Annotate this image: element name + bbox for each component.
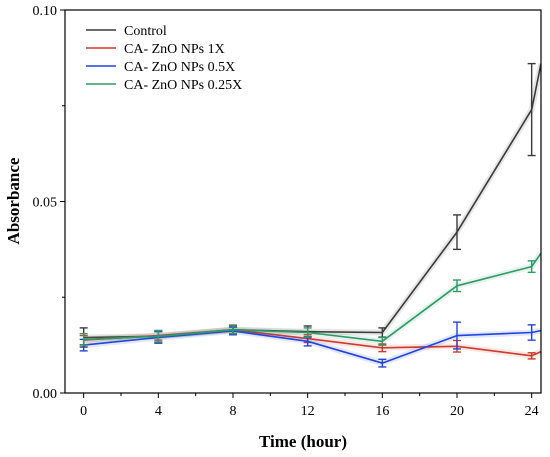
x-tick-label: 4 [155, 404, 162, 419]
series-halo [83, 63, 541, 341]
y-tick-label: 0.10 [33, 4, 58, 19]
plot-area [79, 62, 541, 368]
legend-label: Control [124, 24, 167, 39]
x-tick-label: 24 [525, 404, 539, 419]
x-tick-label: 16 [375, 404, 389, 419]
series-layer [79, 62, 541, 368]
legend-label: CA- ZnO NPs 0.5X [124, 60, 235, 75]
y-tick-label: 0.00 [33, 387, 58, 402]
x-axis-title: Time (hour) [259, 432, 347, 451]
x-axis: 0 4 8 12 16 20 24 [80, 393, 539, 419]
series-line [83, 63, 541, 339]
y-axis: 0.00 0.05 0.10 [33, 4, 65, 402]
legend-label: CA- ZnO NPs 0.25X [124, 78, 242, 93]
x-tick-label: 0 [80, 404, 87, 419]
series-1 [79, 62, 541, 348]
series-line [83, 329, 541, 364]
y-tick-label: 0.05 [33, 196, 58, 211]
legend-label: CA- ZnO NPs 1X [124, 42, 225, 57]
x-tick-label: 20 [450, 404, 464, 419]
series-4 [79, 251, 541, 346]
x-tick-label: 8 [230, 404, 237, 419]
series-line [83, 252, 541, 343]
legend: Control CA- ZnO NPs 1X CA- ZnO NPs 0.5X CA-… [86, 24, 242, 93]
y-axis-title: Absorbance [4, 157, 23, 244]
x-tick-label: 12 [301, 404, 315, 419]
series-halo [83, 251, 541, 345]
